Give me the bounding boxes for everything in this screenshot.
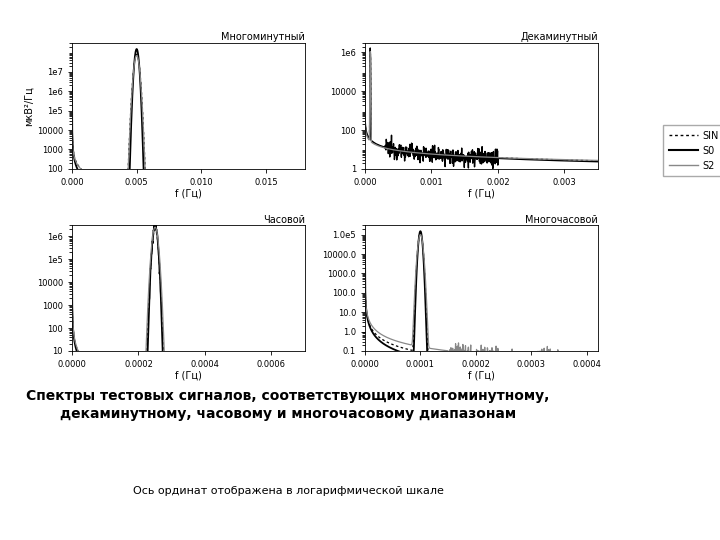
Text: Спектры тестовых сигналов, соответствующих многоминутному,
декаминутному, часово: Спектры тестовых сигналов, соответствующ… — [27, 389, 549, 421]
X-axis label: f (Гц): f (Гц) — [175, 370, 202, 380]
Y-axis label: мкВ²/Гц: мкВ²/Гц — [24, 86, 34, 126]
Text: Декаминутный: Декаминутный — [520, 32, 598, 43]
X-axis label: f (Гц): f (Гц) — [468, 370, 495, 380]
Legend: SIN, S0, S2: SIN, S0, S2 — [663, 125, 720, 177]
Text: Часовой: Часовой — [263, 214, 305, 225]
Text: Многочасовой: Многочасовой — [525, 214, 598, 225]
Text: Ось ординат отображена в логарифмической шкале: Ось ординат отображена в логарифмической… — [132, 486, 444, 496]
X-axis label: f (Гц): f (Гц) — [175, 188, 202, 198]
X-axis label: f (Гц): f (Гц) — [468, 188, 495, 198]
Text: Многоминутный: Многоминутный — [221, 32, 305, 43]
